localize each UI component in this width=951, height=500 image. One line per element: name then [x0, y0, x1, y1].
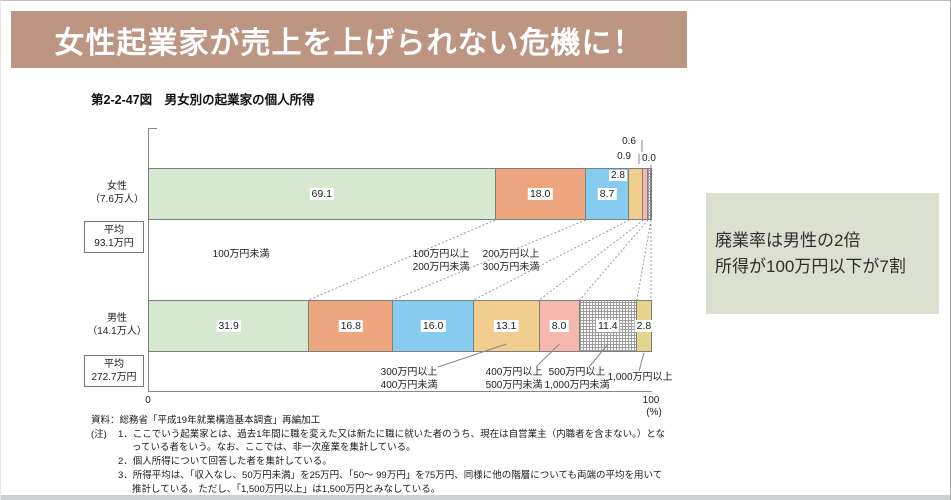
- bar-female: 69.1 18.0 8.7: [148, 168, 652, 220]
- segment-value-label: 16.0: [420, 320, 446, 332]
- figure-title: 第2-2-47図 男女別の起業家の個人所得: [91, 93, 315, 107]
- cat-label-300-400: 300万円以上 400万円未満: [380, 367, 438, 391]
- cat-label-500-1000: 500万円以上 1,000万円未満: [544, 367, 610, 391]
- cat-label-200-300: 200万円以上 300万円未満: [482, 249, 540, 273]
- bar-segment-female-4: [643, 169, 648, 219]
- bar-segment-female-2: 8.7: [585, 169, 630, 219]
- y-axis-line: [148, 128, 149, 391]
- bar-segment-male-2: 16.0: [393, 301, 474, 351]
- cat-label-under100: 100万円未満: [212, 249, 270, 260]
- income-chart: 女性 （7.6万人） 平均 93.1万円 69.1 18.0 8.7 0.6 0.9…: [81, 119, 721, 419]
- bar-segment-male-5: 11.4: [579, 301, 637, 351]
- bar-segment-male-0: 31.9: [149, 301, 310, 351]
- bar-segment-female-5: [647, 169, 651, 219]
- segment-value-label: 8.0: [549, 320, 569, 332]
- footnotes: 資料：総務省「平成19年就業構造基本調査」再編加工 (注) 1．ここでいう起業家…: [91, 414, 691, 496]
- row-label-male: 男性 （14.1万人）: [87, 313, 147, 337]
- row-label-female: 女性 （7.6万人）: [90, 181, 144, 205]
- x-axis-line: [148, 391, 652, 392]
- segment-value-label: 2.8: [634, 320, 654, 332]
- value-label-female-400-500: 0.9: [617, 151, 631, 162]
- segment-value-label: 8.7: [597, 188, 617, 200]
- bar-segment-female-1: 18.0: [495, 169, 586, 219]
- dotted-connector-line: [579, 219, 649, 301]
- note-item-2: 2．個人所得について回答した者を集計している。: [118, 456, 332, 468]
- banner-title: 女性起業家が売上を上げられない危機に！: [54, 26, 644, 60]
- y-axis-top-tick: [148, 128, 157, 129]
- bar-segment-female-0: 69.1: [149, 169, 496, 219]
- leader-line: [638, 352, 645, 372]
- page-bottom-edge: [1, 495, 950, 500]
- avg-box-female: 平均 93.1万円: [84, 221, 144, 253]
- dotted-connector-line: [636, 219, 652, 301]
- notes: (注) 1．ここでいう起業家とは、過去1年間に職を変えた又は新たに職に就いた者の…: [91, 428, 691, 497]
- bar-segment-male-6: 2.8: [634, 301, 654, 351]
- bar-segment-male-4: 8.0: [539, 301, 580, 351]
- note-label: (注): [91, 428, 107, 440]
- bar-segment-female-3: [629, 169, 644, 219]
- callout-line-1: 廃業率は男性の2倍: [715, 230, 861, 250]
- bar-male: 31.9 16.8 16.0 13.1 8.0 11.4 2.8: [148, 300, 654, 352]
- dotted-connector-line: [539, 219, 644, 301]
- x-tick-100: 100: [642, 395, 660, 406]
- source-line: 資料：総務省「平成19年就業構造基本調査」再編加工: [91, 415, 321, 426]
- cat-label-400-500: 400万円以上 500万円未満: [485, 367, 543, 391]
- value-label-female-over1000: 0.0: [642, 153, 656, 164]
- segment-value-label: 13.1: [493, 320, 519, 332]
- cat-label-over1000: 1,000万円以上: [607, 372, 673, 383]
- segment-value-label: 31.9: [216, 320, 241, 332]
- callout-line-2: 所得が100万円以下が7割: [715, 256, 906, 276]
- segment-value-label: 11.4: [595, 320, 620, 332]
- x-tick-0: 0: [145, 395, 151, 406]
- note-item-1: 1．ここでいう起業家とは、過去1年間に職を変えた又は新たに職に就いた者のうち、現…: [118, 428, 666, 454]
- callout-box: 廃業率は男性の2倍 所得が100万円以下が7割: [706, 193, 939, 314]
- segment-value-label: 69.1: [309, 188, 334, 200]
- bar-segment-male-1: 16.8: [309, 301, 394, 351]
- segment-value-label: 16.8: [338, 320, 363, 332]
- segment-value-label: 18.0: [527, 188, 553, 200]
- note-item-3: 3．所得平均は、「収入なし、50万円未満」を25万円、「50～ 99万円」を75…: [118, 469, 663, 495]
- x-axis-unit: (%): [646, 407, 662, 418]
- avg-box-male: 平均 272.7万円: [84, 355, 144, 387]
- cat-label-100-200: 100万円以上 200万円未満: [412, 249, 470, 273]
- value-label-female-300-400: 2.8: [609, 170, 627, 181]
- value-label-female-500-1000: 0.6: [622, 136, 636, 147]
- bar-segment-male-3: 13.1: [473, 301, 540, 351]
- title-banner: 女性起業家が売上を上げられない危機に！: [11, 11, 687, 68]
